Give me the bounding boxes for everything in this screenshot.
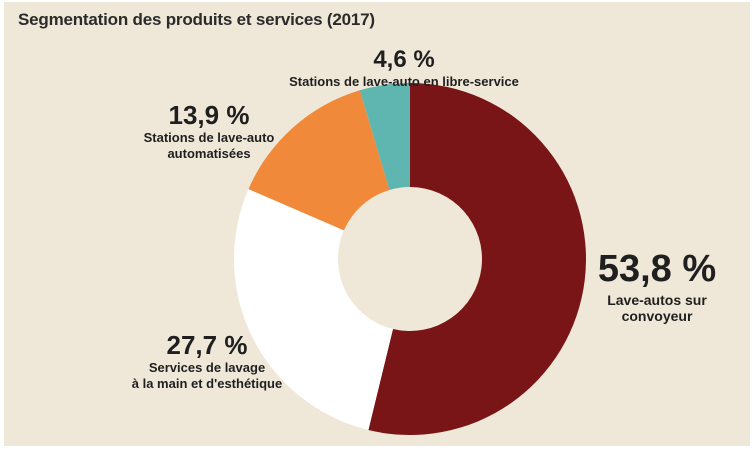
slice-value-label: 4,6 % [373, 46, 435, 73]
slice-label-self-service: 4,6 % Stations de lave-auto en libre-ser… [254, 48, 554, 90]
slice-name-label: Lave-autos sur convoyeur [607, 292, 707, 324]
slice-label-automated: 13,9 % Stations de lave-auto automatisée… [134, 102, 284, 162]
slice-value-label: 13,9 % [168, 100, 250, 130]
slice-name-label: Stations de lave-auto automatisées [143, 130, 275, 161]
slice-value-label: 53,8 % [597, 248, 717, 290]
slice-name-label: Stations de lave-auto en libre-service [289, 74, 519, 89]
slice-hand-wash [233, 189, 393, 431]
slice-value-label: 27,7 % [166, 330, 248, 360]
donut-chart [233, 83, 586, 435]
slice-name-label: Services de lavage à la main et d'esthét… [131, 360, 283, 391]
chart-title: Segmentation des produits et services (2… [18, 10, 375, 29]
slice-automated [248, 90, 390, 231]
slice-label-hand-wash: 27,7 % Services de lavage à la main et d… [122, 332, 292, 392]
chart-panel: Segmentation des produits et services (2… [4, 2, 750, 446]
slice-label-conveyor: 53,8 % Lave-autos sur convoyeur [582, 250, 732, 324]
slice-self-service [359, 83, 410, 190]
slice-conveyor [368, 83, 586, 435]
